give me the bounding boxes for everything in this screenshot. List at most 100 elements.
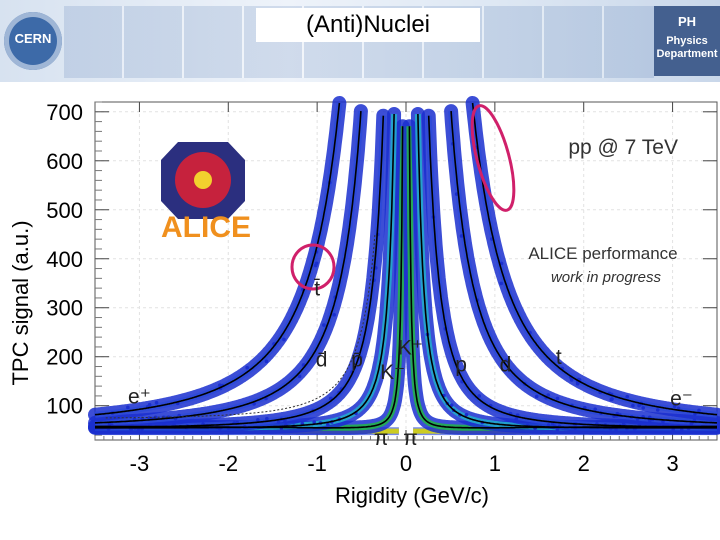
x-tick-label: 3	[666, 451, 678, 476]
particle-label: d	[500, 353, 512, 376]
scatter-point	[326, 422, 330, 427]
particle-label: e⁺	[128, 385, 151, 408]
scatter-point	[569, 378, 574, 382]
triton-highlight-ellipse	[470, 104, 516, 212]
scatter-point	[655, 408, 660, 412]
curve-deuteron	[450, 111, 718, 424]
scatter-point	[514, 417, 519, 421]
curve-proton	[95, 115, 385, 429]
scatter-point	[464, 412, 469, 417]
particle-labels: e⁺ t̄ d̄ p̄ K⁺K⁻ p d t e⁻ π π	[128, 277, 693, 449]
bethe-bloch-curves	[94, 102, 718, 429]
scatter-point	[621, 422, 626, 426]
y-axis-title: TPC signal (a.u.)	[8, 220, 33, 385]
particle-label: e⁻	[670, 388, 693, 411]
x-axis-title: Rigidity (GeV/c)	[335, 483, 489, 508]
particle-label: p̄	[351, 349, 363, 372]
scatter-point	[555, 396, 560, 401]
x-tick-label: -2	[219, 451, 239, 476]
scatter-point	[625, 394, 630, 399]
scatter-point	[312, 420, 317, 424]
scatter-point	[499, 261, 504, 266]
curve-kaon	[417, 113, 717, 429]
y-tick-label: 400	[46, 247, 83, 272]
scatter-point	[449, 403, 454, 407]
scatter-point	[322, 323, 326, 327]
curve-triton	[94, 102, 341, 416]
ph-logo-top: PH	[677, 14, 697, 29]
curve-proton	[427, 115, 717, 429]
y-tick-label: 100	[46, 394, 83, 419]
particle-label: K⁻	[380, 361, 405, 384]
tpc-pid-chart: ALICE pp @ 7 TeV ALICE performance work …	[8, 96, 720, 508]
alice-logo: ALICE	[161, 142, 251, 244]
scatter-point	[504, 358, 509, 363]
scatter-point	[245, 365, 249, 370]
scatter-point	[154, 400, 159, 405]
x-tick-label: 0	[400, 451, 412, 476]
cern-logo: CERN	[4, 12, 62, 70]
scatter-point	[546, 423, 551, 427]
scatter-point	[265, 416, 269, 421]
scatter-point	[631, 403, 635, 408]
x-tick-label: -1	[307, 451, 327, 476]
scatter-point	[499, 281, 504, 286]
scatter-point	[546, 393, 551, 397]
header-banner: CERN (Anti)Nuclei PH Physics Department	[0, 0, 720, 82]
scatter-point	[657, 422, 661, 427]
x-tick-label: 2	[578, 451, 590, 476]
y-tick-label: 500	[46, 198, 83, 223]
scatter-point	[641, 406, 645, 410]
particle-label: d̄	[316, 349, 328, 372]
alice-logo-text: ALICE	[161, 211, 251, 244]
scatter-point	[672, 404, 677, 409]
scatter-point	[218, 383, 222, 387]
cern-logo-text: CERN	[14, 31, 52, 46]
y-tick-label: 300	[46, 296, 83, 321]
y-tick-label: 700	[46, 100, 83, 125]
scatter-point	[332, 312, 336, 317]
scatter-point	[477, 394, 481, 398]
scatter-point	[459, 234, 464, 238]
scatter-point	[609, 397, 614, 402]
scatter-point	[575, 381, 580, 386]
scatter-point	[671, 428, 675, 432]
x-tick-label: -3	[130, 451, 150, 476]
particle-label: π	[374, 427, 389, 450]
ph-logo-bottom: Physics Department	[656, 35, 718, 60]
curve-reference-dashed	[103, 235, 376, 419]
curve-kaon	[95, 113, 395, 429]
y-tick-label: 200	[46, 345, 83, 370]
scatter-point	[162, 422, 166, 427]
x-tick-label: 1	[489, 451, 501, 476]
scatter-point	[314, 261, 319, 266]
scatter-point	[534, 394, 539, 399]
slide-title: (Anti)Nuclei	[256, 8, 480, 42]
scatter-point	[256, 418, 260, 422]
curve-deuteron	[94, 111, 362, 424]
curve-triton	[471, 102, 718, 416]
y-tick-label: 600	[46, 149, 83, 174]
particle-label: t̄	[314, 277, 320, 300]
work-in-progress-label: work in progress	[551, 269, 662, 286]
scatter-point	[252, 402, 256, 406]
axis-ticks	[94, 101, 717, 440]
scatter-point	[359, 355, 363, 360]
scatter-point	[679, 428, 684, 432]
scatter-point	[697, 408, 701, 413]
ph-department-logo: PH Physics Department	[654, 6, 720, 76]
alice-logo-core	[194, 171, 212, 189]
antitriton-highlight-ellipse	[290, 243, 336, 291]
y-tick-labels: 100 200 300 400 500 600 700	[46, 100, 83, 419]
scatter-point	[148, 422, 152, 427]
x-tick-labels: -3 -2 -1 0 1 2 3	[130, 451, 679, 476]
particle-label: t	[556, 346, 562, 369]
scatter-point	[282, 337, 286, 342]
particle-label: K⁺	[398, 336, 423, 359]
scatter-point	[126, 405, 130, 410]
scatter-point	[276, 420, 281, 424]
scatter-point	[264, 359, 269, 364]
scatter-point	[297, 374, 302, 379]
scatter-point	[676, 406, 681, 411]
scatter-point	[593, 407, 598, 412]
